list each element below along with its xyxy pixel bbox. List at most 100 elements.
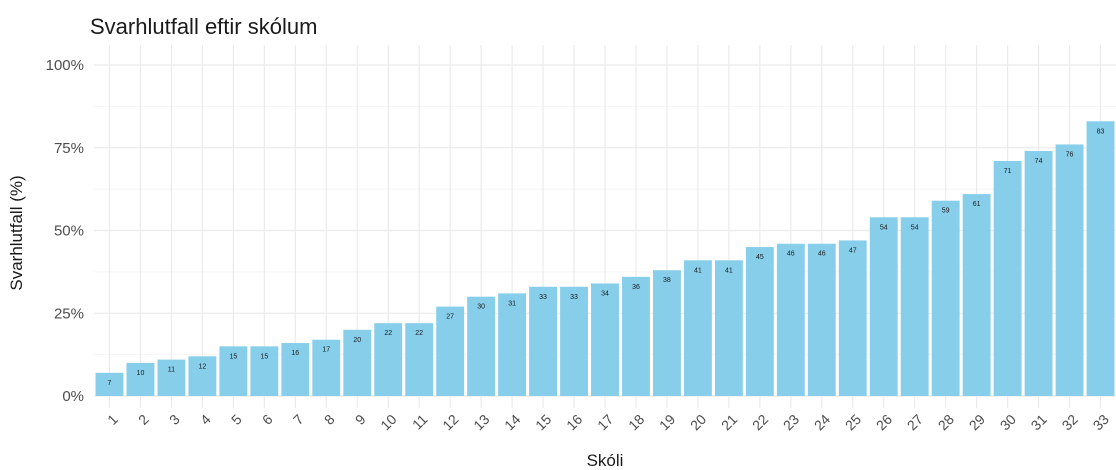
data-label: 46: [818, 251, 826, 258]
bar-26: [870, 217, 898, 396]
data-label: 17: [322, 347, 330, 354]
x-tick-label: 14: [501, 411, 523, 433]
y-tick-label: 25%: [54, 305, 84, 322]
bar-14: [498, 293, 526, 396]
x-tick-label: 29: [966, 411, 988, 433]
data-label: 33: [539, 294, 547, 301]
data-label: 54: [880, 224, 888, 231]
data-label: 12: [198, 363, 206, 370]
x-tick-label: 17: [594, 411, 616, 433]
data-label: 30: [477, 304, 485, 311]
x-tick-label: 31: [1028, 411, 1050, 433]
y-tick-label: 100%: [46, 57, 84, 74]
bar-19: [653, 270, 681, 396]
x-tick-label: 5: [228, 411, 245, 428]
bar-32: [1056, 144, 1084, 396]
y-tick-label: 75%: [54, 140, 84, 157]
bar-33: [1087, 121, 1115, 396]
x-tick-label: 3: [166, 411, 183, 428]
data-label: 22: [415, 330, 423, 337]
data-label: 22: [384, 330, 392, 337]
bar-17: [591, 283, 619, 396]
data-label: 20: [353, 337, 361, 344]
x-tick-label: 24: [811, 411, 833, 433]
data-label: 41: [725, 267, 733, 274]
x-tick-label: 4: [197, 411, 214, 428]
x-axis-title: Skóli: [587, 451, 624, 470]
data-label: 16: [291, 350, 299, 357]
data-label: 34: [601, 290, 609, 297]
x-tick-label: 32: [1059, 411, 1081, 433]
data-label: 76: [1066, 151, 1074, 158]
x-tick-label: 22: [749, 411, 771, 433]
data-label: 61: [973, 201, 981, 208]
bar-16: [560, 287, 588, 396]
bar-13: [467, 297, 495, 396]
data-label: 59: [942, 208, 950, 215]
x-tick-label: 8: [321, 411, 338, 428]
bar-20: [684, 260, 712, 396]
data-label: 15: [260, 353, 268, 360]
data-label: 15: [229, 353, 237, 360]
x-tick-label: 27: [904, 411, 926, 433]
data-label: 11: [168, 367, 175, 374]
x-tick-label: 13: [470, 411, 492, 433]
x-tick-label: 19: [656, 411, 678, 433]
data-label: 46: [787, 251, 795, 258]
x-tick-label: 33: [1090, 411, 1112, 433]
data-label: 47: [849, 247, 857, 254]
bar-15: [529, 287, 557, 396]
bar-3: [157, 360, 185, 396]
y-axis-title: Svarhlutfall (%): [7, 175, 26, 290]
x-tick-label: 1: [104, 411, 121, 428]
bar-21: [715, 260, 743, 396]
bar-18: [622, 277, 650, 396]
x-tick-label: 7: [290, 411, 307, 428]
x-tick-label: 11: [409, 411, 431, 433]
bar-29: [963, 194, 991, 396]
data-label: 83: [1097, 128, 1105, 135]
x-tick-label: 21: [718, 411, 740, 433]
x-tick-label: 30: [997, 411, 1019, 433]
x-tick-label: 20: [687, 411, 709, 433]
bar-4: [188, 356, 216, 396]
x-tick-label: 9: [352, 411, 369, 428]
data-label: 71: [1004, 168, 1012, 175]
x-tick-label: 18: [625, 411, 647, 433]
data-label: 41: [694, 267, 702, 274]
x-tick-label: 23: [780, 411, 802, 433]
bar-23: [777, 244, 805, 396]
bar-30: [994, 161, 1022, 396]
data-label: 38: [663, 277, 671, 284]
bar-24: [808, 244, 836, 396]
data-label: 54: [911, 224, 919, 231]
data-label: 74: [1035, 158, 1043, 165]
x-tick-label: 16: [563, 411, 585, 433]
bar-22: [746, 247, 774, 396]
y-tick-label: 0%: [62, 388, 84, 405]
data-label: 33: [570, 294, 578, 301]
y-tick-label: 50%: [54, 223, 84, 240]
x-tick-label: 25: [842, 411, 864, 433]
x-tick-label: 28: [935, 411, 957, 433]
bar-28: [932, 201, 960, 396]
bar-2: [127, 363, 155, 396]
x-axis-ticks: 1 2 3 4 5 6 7 8 9 10 11 12 13 14 15 16 17 18 19 20 21 22 23 24 2…: [104, 411, 1112, 433]
x-tick-label: 15: [532, 411, 554, 433]
bar-31: [1025, 151, 1053, 396]
data-label: 10: [137, 370, 145, 377]
x-tick-label: 26: [873, 411, 895, 433]
x-tick-label: 10: [377, 411, 399, 433]
x-tick-label: 6: [259, 411, 276, 428]
bar-27: [901, 217, 929, 396]
x-tick-label: 2: [135, 411, 152, 428]
x-tick-label: 12: [439, 411, 461, 433]
data-label: 31: [508, 300, 516, 307]
chart-title: Svarhlutfall eftir skólum: [90, 14, 317, 39]
data-label: 45: [756, 254, 764, 261]
data-label: 7: [108, 380, 112, 387]
data-label: 27: [446, 314, 454, 321]
bar-25: [839, 240, 867, 396]
y-axis-ticks: 0% 25% 50% 75% 100%: [46, 57, 84, 405]
